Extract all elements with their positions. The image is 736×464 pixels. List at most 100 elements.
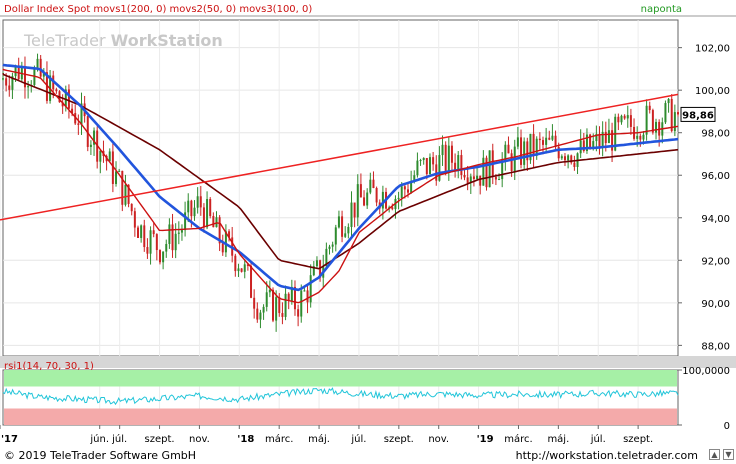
candle-body [268,289,271,293]
candle-body [130,203,133,212]
candle-body [410,180,413,193]
candle-body [224,231,227,253]
footer: © 2019 TeleTrader Software GmbH http://w… [0,447,736,464]
y-tick-label: 100,00 [695,86,730,97]
candle-body [504,144,507,161]
candle-body [55,89,58,92]
candle-body [250,265,253,298]
candle-body [325,248,328,267]
candle-body [363,197,366,206]
candle-body [256,308,259,320]
candle-body [441,144,444,156]
candle-body [413,175,416,181]
candle-body [209,199,212,217]
rsi-legend: rsi1(14, 70, 30, 1) [4,361,94,372]
candle-body [670,98,673,132]
candle-body [275,297,278,321]
candle-body [61,102,64,107]
candle-body [319,260,322,278]
candle-body [428,157,431,175]
candle-body [403,186,406,190]
candle-body [359,184,362,198]
candle-body [611,130,614,151]
candle-body [124,184,127,205]
y-tick-label: 90,00 [701,299,730,310]
candle-body [438,155,441,181]
candle-body [253,297,256,309]
candle-body [535,138,538,156]
chevron-up-icon[interactable]: ▲ [709,449,720,460]
chevron-down-icon[interactable]: ▼ [723,449,734,460]
x-tick-label: júl. [590,433,606,445]
workstation-url[interactable]: http://workstation.teletrader.com [515,449,698,462]
x-tick-label: '18 [237,434,254,445]
x-tick-label: máj. [547,433,569,445]
candle-body [469,176,472,183]
x-tick-label: szept. [145,434,175,445]
candle-body [121,170,124,205]
movs1-line [2,72,679,270]
candle-body [457,155,460,171]
candle-body [99,150,102,162]
candle-body [42,72,45,77]
candle-body [215,217,218,228]
candle-body [425,157,428,175]
candle-body [218,217,221,244]
y-tick-label: 88,00 [701,341,730,352]
x-tick-label: szept. [384,434,414,445]
candle-body [184,212,187,231]
candle-body [108,151,111,162]
candle-body [187,200,190,213]
candle-body [450,145,453,163]
candle-body [165,243,168,252]
candle-body [11,76,14,90]
candle-body [158,250,161,263]
candle-body [39,58,42,77]
candle-body [620,115,623,123]
candle-body [651,110,654,133]
candle-body [177,232,180,234]
candle-body [617,116,620,123]
candle-body [645,105,648,135]
candle-body [284,293,287,317]
candle-body [479,175,482,186]
candle-body [353,202,356,218]
candle-body [133,211,136,228]
candle-body [607,130,610,144]
rsi-overbought-band [4,370,677,387]
candle-body [498,179,501,181]
candle-body [64,89,67,107]
candle-body [510,153,513,172]
candle-body [664,103,667,123]
candle-body [432,157,435,165]
candle-body [315,260,318,267]
candle-body [501,160,504,180]
candle-body [447,145,450,171]
candle-body [677,112,679,115]
candle-body [567,155,570,161]
candle-body [542,140,544,145]
candle-body [673,112,676,132]
x-tick-label: '17 [1,434,18,445]
candle-body [454,162,457,171]
candle-body [143,225,146,248]
candle-body [520,137,523,165]
candle-body [548,137,551,140]
y-tick-label: 98,00 [701,129,730,140]
candle-body [563,156,566,161]
candle-body [648,105,651,111]
candle-body [36,58,39,69]
candle-body [422,157,425,161]
candle-body [407,189,409,193]
candle-body [196,196,199,208]
candle-body [375,188,378,203]
candle-body [585,134,588,151]
candle-body [287,293,290,301]
candle-body [516,137,519,147]
candle-body [341,216,344,237]
candle-body [2,78,4,80]
x-tick-label: nov. [428,434,449,445]
x-tick-label: márc. [265,433,293,445]
candle-body [8,85,11,90]
candle-body [306,290,309,303]
